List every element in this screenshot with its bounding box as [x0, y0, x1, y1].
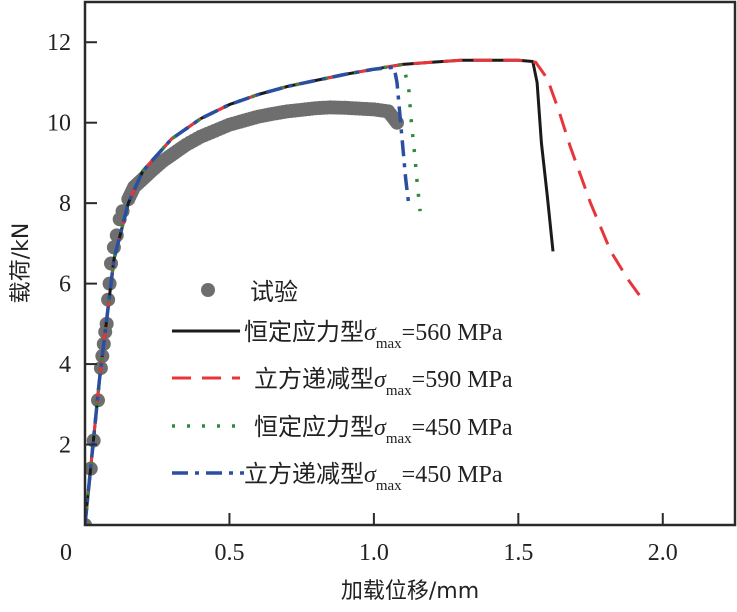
svg-text:立方递减型σmax=590 MPa: 立方递减型σmax=590 MPa	[254, 365, 513, 399]
y-tick-labels: 2 4 6 8 10 12	[47, 30, 71, 458]
legend: 试验 恒定应力型σmax=560 MPa 立方递减型σmax=590 MPa 恒…	[172, 278, 513, 494]
legend-label-series-2: 恒定应力型	[254, 413, 374, 441]
legend-label-series-0: 恒定应力型	[244, 318, 364, 346]
legend-sigma-series-0: σ	[364, 320, 377, 346]
plot-series-layer	[85, 58, 644, 525]
legend-label-series-1: 立方递减型	[254, 365, 374, 393]
experiment-point	[104, 256, 118, 271]
legend-entry-series-1: 立方递减型σmax=590 MPa	[254, 365, 513, 399]
legend-sigma-series-1: σ	[374, 367, 387, 393]
y-tick-label: 8	[59, 191, 71, 217]
legend-sigma-series-3: σ	[364, 462, 377, 488]
y-tick-label: 12	[47, 30, 71, 56]
x-tick-labels: 0.5 1.0 1.5 2.0	[214, 540, 677, 566]
y-tick-label: 4	[59, 352, 71, 378]
svg-text:恒定应力型σmax=560 MPa: 恒定应力型σmax=560 MPa	[244, 318, 503, 352]
x-tick-label: 1.5	[503, 540, 533, 566]
legend-label-series-3: 立方递减型	[244, 460, 364, 488]
legend-value-series-3: =450 MPa	[402, 462, 503, 488]
plot-area	[85, 58, 644, 525]
legend-entry-series-3: 立方递减型σmax=450 MPa	[244, 460, 503, 494]
axis-ticks	[85, 41, 664, 525]
legend-entry-series-0: 恒定应力型σmax=560 MPa	[244, 318, 503, 352]
legend-marker-experiment	[201, 283, 215, 297]
plot-frame	[83, 0, 737, 527]
legend-label-experiment: 试验	[250, 278, 298, 306]
y-axis-title: 载荷/kN	[9, 223, 34, 304]
legend-sub-series-1: max	[386, 383, 412, 399]
series-line-1	[85, 58, 644, 525]
legend-sigma-series-2: σ	[374, 415, 387, 441]
y-tick-label: 6	[59, 272, 71, 298]
series-line-3	[85, 65, 411, 525]
series-line-0	[85, 58, 555, 525]
x-axis-title: 加载位移/mm	[341, 579, 479, 604]
y-tick-label: 2	[59, 433, 71, 459]
x-tick-label: 1.0	[359, 540, 389, 566]
x-tick-label: 0.5	[214, 540, 244, 566]
legend-value-series-0: =560 MPa	[402, 320, 503, 346]
x-tick-label: 2.0	[648, 540, 678, 566]
legend-sub-series-3: max	[376, 478, 402, 494]
origin-label: 0	[60, 540, 72, 566]
y-tick-label: 10	[47, 111, 71, 137]
legend-entry-series-2: 恒定应力型σmax=450 MPa	[254, 413, 513, 447]
legend-sub-series-0: max	[376, 336, 402, 352]
legend-sub-series-2: max	[386, 431, 412, 447]
legend-value-series-1: =590 MPa	[412, 367, 513, 393]
svg-text:恒定应力型σmax=450 MPa: 恒定应力型σmax=450 MPa	[254, 413, 513, 447]
svg-text:立方递减型σmax=450 MPa: 立方递减型σmax=450 MPa	[244, 460, 503, 494]
legend-value-series-2: =450 MPa	[412, 415, 513, 441]
